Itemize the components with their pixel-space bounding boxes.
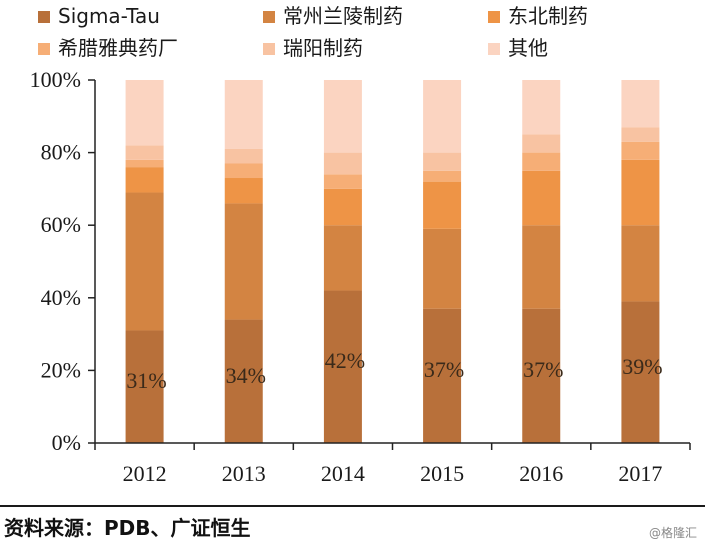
bar-segment <box>522 170 561 226</box>
bar-segment <box>224 203 263 320</box>
bar-segment <box>323 225 362 291</box>
bar-segment <box>323 152 362 175</box>
legend-swatch <box>488 43 500 55</box>
legend-label: 瑞阳制药 <box>283 36 363 60</box>
bar-segment <box>621 301 660 443</box>
x-tick-label: 2012 <box>123 461 167 486</box>
bar-segment <box>522 80 561 135</box>
data-label: 37% <box>424 357 464 382</box>
x-tick-label: 2013 <box>222 461 266 486</box>
bars <box>125 80 660 443</box>
y-tick-label: 40% <box>41 285 81 310</box>
data-label: 37% <box>523 357 563 382</box>
data-label: 39% <box>622 354 662 379</box>
bar-segment <box>323 174 362 189</box>
bar-segment <box>125 330 164 443</box>
bar-segment <box>323 290 362 443</box>
bar-segment <box>125 80 164 146</box>
bar-segment <box>621 141 660 160</box>
footer-divider <box>0 505 705 507</box>
bar-segment <box>125 159 164 168</box>
bar-segment <box>522 225 561 309</box>
bar-segment <box>522 134 561 153</box>
legend-swatch <box>263 43 275 55</box>
bar-segment <box>423 152 462 171</box>
bar-segment <box>522 308 561 443</box>
y-tick-label: 60% <box>41 212 81 237</box>
bar-segment <box>423 80 462 153</box>
legend-label: 希腊雅典药厂 <box>58 36 178 60</box>
legend-label: 东北制药 <box>508 4 588 28</box>
x-tick-label: 2017 <box>618 461 662 486</box>
legend-swatch <box>263 11 275 23</box>
data-labels: 31% 34% 42% 37% 37% 39% <box>126 348 662 393</box>
y-tick-label: 80% <box>41 140 81 165</box>
data-label: 34% <box>226 363 266 388</box>
bar-segment <box>125 167 164 193</box>
bar-segment <box>423 170 462 182</box>
bar-segment <box>323 188 362 226</box>
y-tick-label: 20% <box>41 357 81 382</box>
bar-segment <box>621 159 660 226</box>
bar-segment <box>423 181 462 229</box>
bar-segment <box>224 178 263 204</box>
x-axis: 2012 2013 2014 2015 2016 2017 <box>94 442 691 486</box>
bar-segment <box>125 145 164 160</box>
bar-segment <box>522 152 561 171</box>
legend-swatch <box>38 11 50 23</box>
bar-segment <box>224 148 263 164</box>
bar-segment <box>621 127 660 142</box>
legend-label: 其他 <box>508 36 548 60</box>
legend-swatch <box>488 11 500 23</box>
data-label: 42% <box>325 348 365 373</box>
source-note: 资料来源：PDB、广证恒生 <box>4 516 251 540</box>
y-tick-label: 0% <box>52 430 81 455</box>
bar-segment <box>423 308 462 443</box>
y-tick-label: 100% <box>30 67 81 92</box>
bar-segment <box>125 192 164 331</box>
watermark: @格隆汇 <box>648 526 697 540</box>
data-label: 31% <box>126 368 166 393</box>
bar-segment <box>224 319 263 443</box>
x-tick-label: 2016 <box>519 461 563 486</box>
bar-segment <box>224 80 263 149</box>
legend-label: 常州兰陵制药 <box>283 4 403 28</box>
bar-segment <box>621 225 660 302</box>
legend-label: Sigma-Tau <box>58 4 160 28</box>
x-tick-label: 2014 <box>321 461 365 486</box>
bar-segment <box>621 80 660 128</box>
bar-segment <box>224 163 263 179</box>
y-axis: 0% 20% 40% 60% 80% 100% <box>30 67 96 455</box>
bar-segment <box>423 228 462 309</box>
x-tick-label: 2015 <box>420 461 464 486</box>
bar-segment <box>323 80 362 153</box>
legend-swatch <box>38 43 50 55</box>
